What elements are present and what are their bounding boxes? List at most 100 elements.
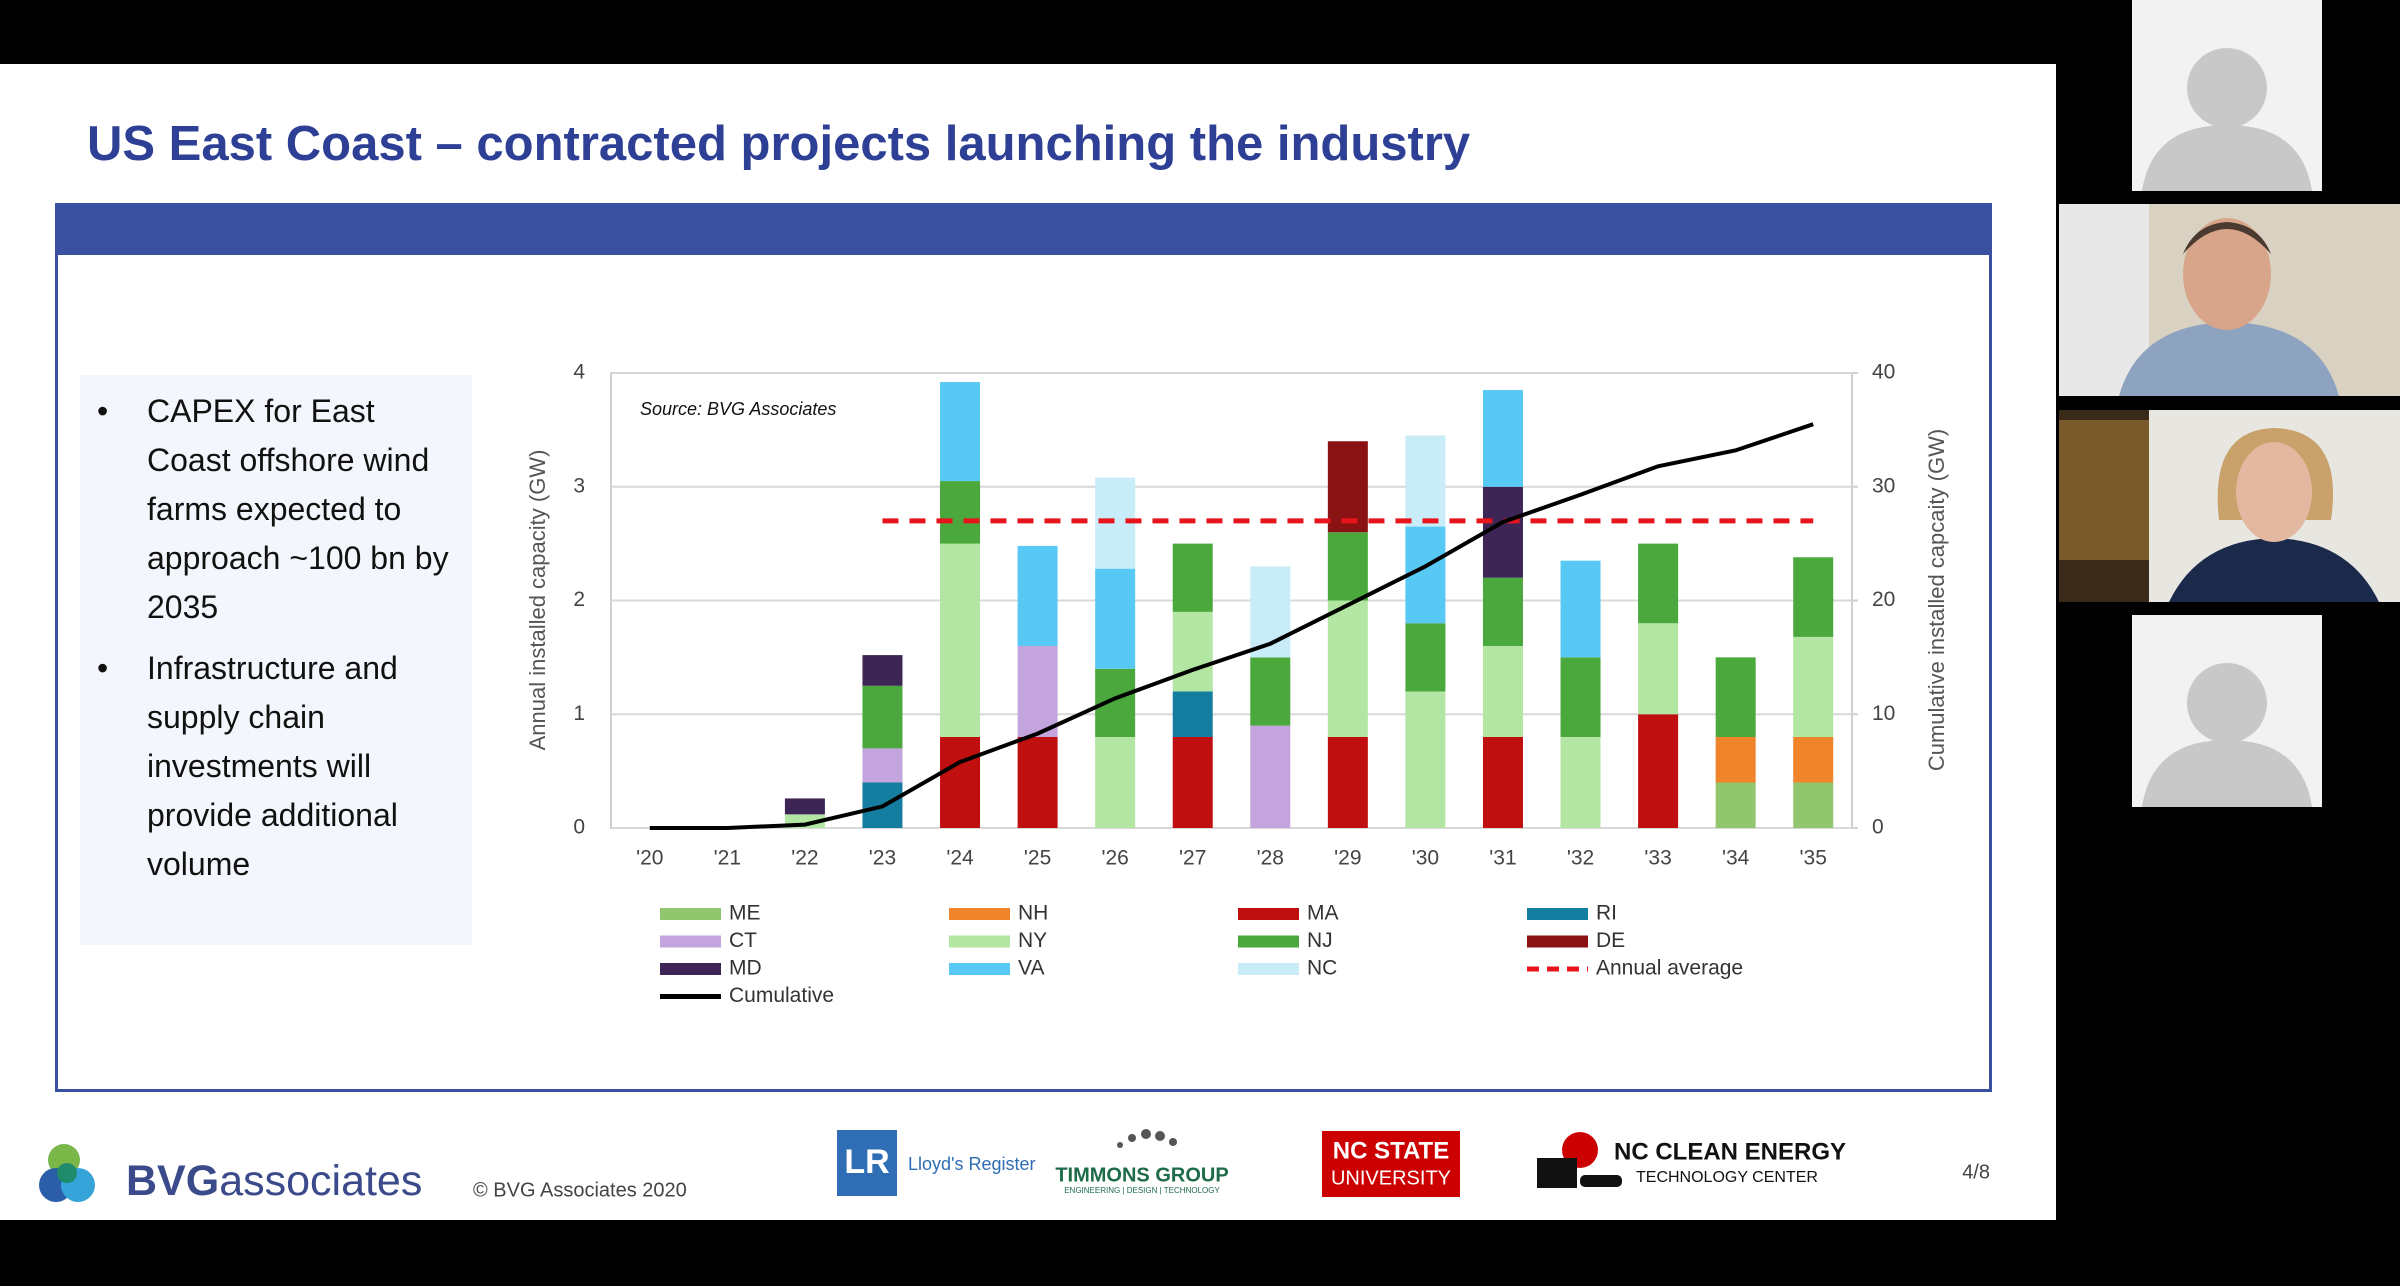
x-tick-label: '27: [1179, 847, 1206, 870]
y2-tick-label: 30: [1872, 474, 1895, 497]
ncclean-sub: TECHNOLOGY CENTER: [1636, 1169, 1818, 1186]
legend-swatch: [660, 963, 721, 975]
slide: US East Coast – contracted projects laun…: [0, 64, 2056, 1220]
y-tick-label: 0: [573, 816, 585, 839]
brand-logo: BVGassociates: [39, 1144, 422, 1205]
bar-segment: [862, 685, 903, 749]
timmons-text: TIMMONS GROUP: [1055, 1164, 1228, 1186]
bullet: CAPEX for East Coast offshore wind farms…: [97, 387, 467, 632]
bar-segment: [1560, 737, 1601, 828]
video-tile-participant: [2059, 410, 2400, 602]
bar-segment: [1405, 435, 1446, 527]
bar-segment: [1405, 623, 1446, 692]
legend-label: DE: [1596, 929, 1625, 952]
bar-segment: [1172, 691, 1213, 737]
banner: [55, 203, 1990, 255]
source-note: Source: BVG Associates: [640, 399, 836, 419]
bar-segment: [1250, 725, 1291, 828]
bar-segment: [1560, 657, 1601, 737]
bar-segment: [1638, 714, 1679, 828]
x-tick-label: '32: [1567, 847, 1594, 870]
video-feed: [2059, 204, 2339, 396]
y-tick-label: 1: [573, 702, 585, 725]
legend-swatch: [1238, 963, 1299, 975]
legend-swatch: [660, 908, 721, 920]
bar-segment: [1482, 646, 1523, 737]
x-tick-label: '35: [1800, 847, 1827, 870]
bar-segment: [1793, 737, 1834, 783]
bar-segment: [1405, 691, 1446, 828]
lr-logo: [837, 1130, 897, 1196]
x-tick-label: '28: [1257, 847, 1284, 870]
bar-segment: [1638, 623, 1679, 715]
x-tick-label: '23: [869, 847, 896, 870]
x-tick-label: '30: [1412, 847, 1439, 870]
bar-segment: [1327, 532, 1368, 601]
legend-swatch: [1527, 908, 1588, 920]
y2-tick-label: 20: [1872, 588, 1895, 611]
chart: Source: BVG Associates Annual installed …: [39, 361, 1990, 1205]
bullet-box: CAPEX for East Coast offshore wind farms…: [80, 375, 472, 945]
bar-segment: [1715, 737, 1756, 783]
y2-tick-label: 0: [1872, 816, 1884, 839]
timmons-sub: ENGINEERING | DESIGN | TECHNOLOGY: [1064, 1186, 1220, 1195]
x-tick-label: '34: [1722, 847, 1750, 870]
lloyds-text: Lloyd's Register: [908, 1154, 1036, 1174]
bar-segment: [1095, 568, 1136, 669]
bar-segment: [1327, 441, 1368, 533]
video-feed: [2059, 410, 2400, 602]
bar-segment: [1095, 737, 1136, 828]
legend-label: MD: [729, 957, 762, 980]
bar-segment: [1172, 611, 1213, 692]
bar-segment: [1793, 636, 1834, 737]
svg-text:BVGassociates: BVGassociates: [126, 1157, 422, 1205]
x-tick-label: '25: [1024, 847, 1051, 870]
x-tick-label: '26: [1101, 847, 1128, 870]
y-axis-label: Annual installed capacity (GW): [525, 450, 550, 751]
bar-segment: [1715, 657, 1756, 737]
bar-segment: [784, 798, 825, 815]
lr-mark: LR: [844, 1143, 889, 1181]
content-frame: [55, 203, 1992, 1092]
bar-segment: [1327, 600, 1368, 737]
bar-segment: [1482, 390, 1523, 487]
ncstate-text: NC STATE: [1333, 1137, 1449, 1164]
bar-segment: [862, 748, 903, 783]
slide-title: US East Coast – contracted projects laun…: [87, 117, 1471, 171]
bar-segment: [1327, 737, 1368, 828]
bar-segment: [862, 655, 903, 686]
video-tile-avatar: [2132, 0, 2322, 191]
avatar: [2142, 663, 2312, 807]
y2-axis-label: Cumulative installed capcaity (GW): [1924, 429, 1949, 771]
x-tick-label: '24: [946, 847, 974, 870]
legend-label: Annual average: [1596, 957, 1743, 980]
legend-label: MA: [1307, 902, 1339, 925]
y2-tick-label: 40: [1872, 361, 1895, 384]
bar-segment: [1017, 646, 1058, 737]
bar-segment: [1482, 486, 1523, 578]
x-tick-label: '31: [1489, 847, 1516, 870]
legend-label: NC: [1307, 957, 1337, 980]
timmons-dots: [1117, 1129, 1177, 1148]
legend-swatch: [949, 935, 1010, 948]
y-tick-label: 4: [573, 361, 585, 384]
legend-label: NH: [1018, 902, 1048, 925]
ncclean-icon: [1537, 1132, 1622, 1188]
bar-segment: [1793, 557, 1834, 637]
bar-segment: [1017, 545, 1058, 646]
page-number: 4/8: [1962, 1161, 1990, 1183]
bar-segment: [940, 543, 981, 737]
legend-label: Cumulative: [729, 984, 834, 1007]
legend-label: ME: [729, 902, 761, 925]
legend-swatch: [1238, 935, 1299, 948]
video-tile-participant: [2059, 204, 2400, 396]
brand-light: associates: [219, 1157, 422, 1205]
bar-segment: [1482, 577, 1523, 646]
legend-label: NY: [1018, 929, 1047, 952]
bar-segment: [1250, 657, 1291, 726]
bar-segment: [1172, 543, 1213, 612]
x-tick-label: '29: [1334, 847, 1361, 870]
bar-segment: [940, 382, 981, 482]
legend-swatch: [949, 963, 1010, 975]
